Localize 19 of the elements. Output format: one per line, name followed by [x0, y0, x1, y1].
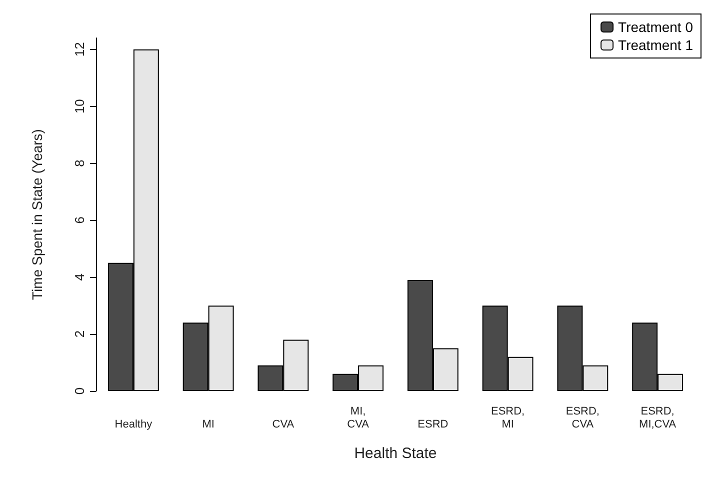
- y-tick-label: 10: [72, 99, 87, 114]
- x-tick-label: CVA: [272, 418, 295, 430]
- y-tick-label: 4: [72, 274, 87, 281]
- y-tick-label: 6: [72, 216, 87, 224]
- legend-label: Treatment 0: [618, 19, 694, 35]
- y-axis-title: Time Spent in State (Years): [29, 129, 45, 300]
- x-tick-label: MI, CVA: [347, 406, 370, 430]
- legend-label: Treatment 1: [618, 37, 694, 53]
- x-tick-label: MI: [202, 418, 214, 430]
- x-tick-label: ESRD, MI: [491, 406, 525, 430]
- x-tick-label: ESRD, CVA: [566, 406, 600, 430]
- x-tick-label: ESRD, MI,CVA: [639, 406, 677, 430]
- x-axis-title: Health State: [354, 445, 437, 462]
- y-tick-label: 12: [72, 42, 87, 57]
- x-tick-label: ESRD: [418, 418, 448, 430]
- y-tick-label: 8: [72, 160, 87, 167]
- y-tick-label: 0: [72, 387, 87, 395]
- x-tick-label: Healthy: [114, 418, 153, 430]
- y-tick-label: 2: [72, 330, 87, 338]
